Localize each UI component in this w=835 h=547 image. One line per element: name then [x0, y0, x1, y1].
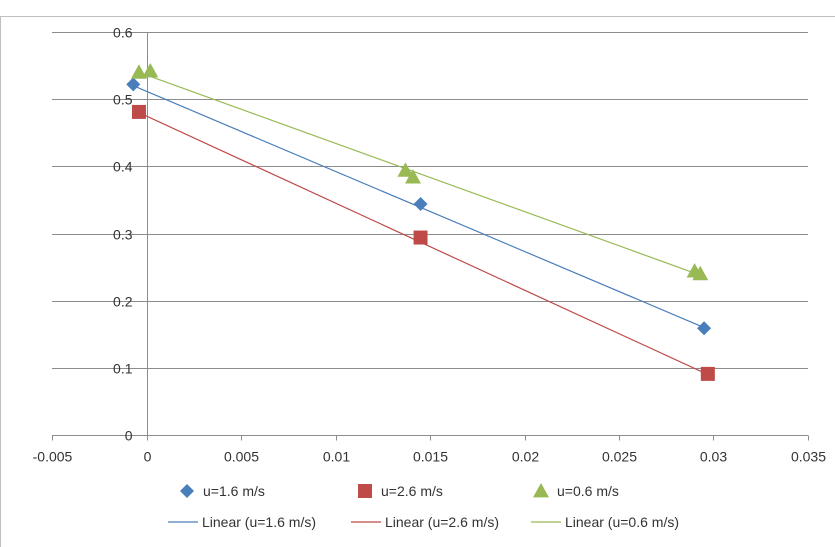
data-point: [404, 169, 421, 184]
legend-label: u=0.6 m/s: [557, 483, 619, 499]
data-point: [131, 104, 146, 119]
x-tick-label: 0.025: [602, 449, 637, 465]
legend-line-label: Linear (u=2.6 m/s): [385, 514, 499, 530]
legend-marker: [180, 484, 194, 498]
trendlines: [133, 71, 709, 376]
x-tick-label: 0.02: [512, 449, 539, 465]
y-tick-label: 0: [125, 428, 133, 444]
grid-lines: [52, 32, 808, 369]
legend-line-label: Linear (u=0.6 m/s): [565, 514, 679, 530]
y-tick-label: 0.4: [113, 159, 133, 175]
x-tick-label: 0.01: [323, 449, 350, 465]
x-tick-label: 0.015: [413, 449, 448, 465]
trendline: [138, 71, 701, 276]
data-point: [130, 64, 147, 79]
x-tick-label: 0.005: [224, 449, 259, 465]
legend-line-label: Linear (u=1.6 m/s): [202, 514, 316, 530]
data-point: [413, 196, 428, 211]
data-point: [700, 366, 715, 381]
tick-labels: -0.005 0 0.005 0.01 0.015 0.02 0.025 0.03 0.035 0…: [33, 25, 827, 465]
y-tick-label: 0.1: [113, 361, 133, 377]
data-point: [397, 162, 414, 177]
y-tick-label: 0.6: [113, 25, 133, 41]
x-tick-label: 0.03: [700, 449, 727, 465]
x-tick-label: -0.005: [33, 449, 73, 465]
x-tick-label: 0.035: [791, 449, 826, 465]
x-tick-label: 0: [144, 449, 152, 465]
legend: u=1.6 m/s u=2.6 m/s u=0.6 m/s Linear (u=1.6…: [168, 483, 679, 530]
data-point: [413, 230, 428, 245]
legend-marker: [358, 484, 372, 498]
data-point: [142, 62, 159, 78]
y-tick-label: 0.5: [113, 92, 133, 108]
data-point: [692, 265, 709, 281]
y-tick-label: 0.2: [113, 294, 133, 310]
legend-label: u=2.6 m/s: [381, 483, 443, 499]
data-points: [126, 62, 715, 381]
y-tick-label: 0.3: [113, 227, 133, 243]
axes: [52, 32, 809, 441]
data-point: [126, 77, 141, 92]
legend-marker: [533, 483, 549, 498]
legend-label: u=1.6 m/s: [203, 483, 265, 499]
data-point: [697, 321, 712, 336]
